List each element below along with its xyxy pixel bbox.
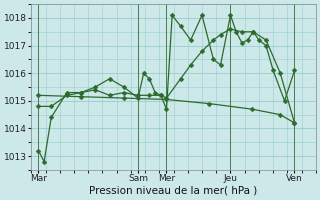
X-axis label: Pression niveau de la mer( hPa ): Pression niveau de la mer( hPa ) [90, 186, 258, 196]
